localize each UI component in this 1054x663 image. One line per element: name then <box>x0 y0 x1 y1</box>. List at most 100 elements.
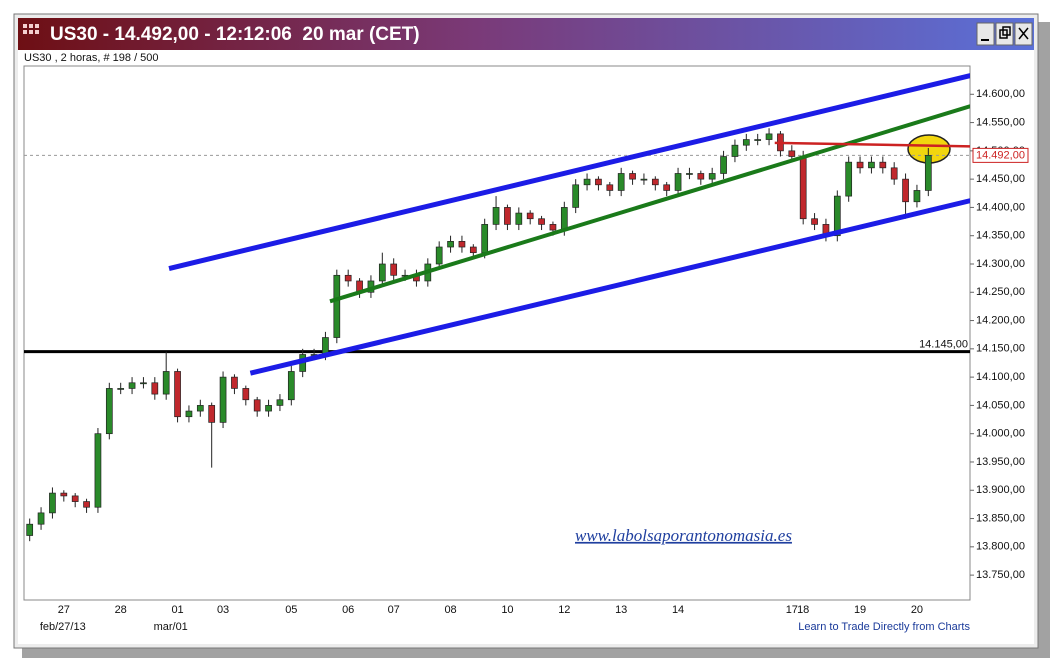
x-tick-label: 17 <box>786 604 798 616</box>
candle-body <box>720 156 727 174</box>
trend-line <box>329 104 970 304</box>
candle-body <box>686 173 693 175</box>
candle-body <box>481 224 489 254</box>
candle-body <box>469 246 477 254</box>
x-tick-label: 01 <box>171 604 183 616</box>
candle-body <box>94 433 102 508</box>
x-tick-label: 20 <box>911 604 923 616</box>
x-tick-label: 28 <box>115 604 127 616</box>
candle-body <box>117 388 125 390</box>
y-tick-label: 13.750,00 <box>976 569 1025 581</box>
candle-body <box>242 388 250 401</box>
candle-body <box>151 382 159 395</box>
candle-body <box>105 388 113 435</box>
x-tick-label: 19 <box>854 604 866 616</box>
candle-body <box>651 178 659 186</box>
candle-body <box>799 156 807 220</box>
watermark[interactable]: www.labolsaporantonomasia.es <box>575 526 792 545</box>
y-tick-label: 14.350,00 <box>976 230 1025 242</box>
x-tick-label: 12 <box>558 604 570 616</box>
date-label: mar/01 <box>154 621 188 633</box>
trend-line <box>168 73 970 271</box>
trend-line <box>774 141 970 148</box>
candle-body <box>287 371 295 401</box>
y-tick-label: 14.250,00 <box>976 286 1025 298</box>
trend-line <box>249 198 970 376</box>
level-label: 14.145,00 <box>919 339 968 351</box>
candle-body <box>697 173 705 180</box>
candle-body <box>754 139 762 141</box>
candle-body <box>83 501 90 508</box>
candle-body <box>742 139 750 146</box>
x-tick-label: 07 <box>388 604 400 616</box>
y-tick-label: 14.100,00 <box>976 371 1025 383</box>
app-icon <box>23 24 39 34</box>
plot-layer <box>24 73 970 542</box>
x-tick-label: 27 <box>58 604 70 616</box>
candle-body <box>276 399 284 406</box>
candle-body <box>71 495 79 502</box>
candle-body <box>538 218 545 225</box>
candle-body <box>435 246 443 265</box>
candle-body <box>265 405 272 412</box>
candle-body <box>140 382 147 385</box>
plot-area <box>23 65 971 601</box>
candle-body <box>378 263 386 282</box>
candle-body <box>708 173 716 180</box>
last-price-box <box>972 147 1029 163</box>
candle-body <box>583 178 591 186</box>
candle-body <box>663 184 671 191</box>
title-bar <box>18 18 1034 50</box>
candle-body <box>811 218 818 225</box>
candle-body <box>617 173 625 191</box>
y-tick-label: 13.800,00 <box>976 541 1025 553</box>
x-tick-label: 18 <box>797 604 809 616</box>
candle-body <box>322 337 329 355</box>
x-tick-label: 10 <box>501 604 513 616</box>
restore-button[interactable] <box>995 22 1014 46</box>
candle-body <box>868 161 875 169</box>
candle-body <box>26 523 34 536</box>
candle-body <box>37 512 45 525</box>
candle-body <box>629 173 636 180</box>
y-tick-label: 14.200,00 <box>976 314 1025 326</box>
candle-body <box>196 405 204 412</box>
axis-layer: 13.750,00 13.800,00 13.850,00 13.900,00 13.9… <box>40 88 1029 633</box>
candle-body <box>333 274 341 338</box>
y-tick-label: 14.000,00 <box>976 428 1025 440</box>
last-price-label: 14.492,00 <box>976 149 1025 161</box>
candle-body <box>390 263 398 276</box>
chart-subtitle: US30 , 2 horas, # 198 / 500 <box>24 52 159 64</box>
candle-body <box>492 207 500 225</box>
candle-body <box>845 161 853 197</box>
candle-body <box>924 155 932 191</box>
candle-body <box>49 492 56 514</box>
candle-body <box>219 376 227 423</box>
close-button[interactable] <box>1014 22 1033 46</box>
candle-body <box>128 382 136 389</box>
candle-body <box>890 167 898 180</box>
y-tick-label: 14.300,00 <box>976 258 1025 270</box>
candle-body <box>640 178 648 181</box>
candle-body <box>879 161 887 169</box>
candle-body <box>162 371 170 395</box>
y-tick-label: 14.600,00 <box>976 88 1025 100</box>
y-tick-label: 13.900,00 <box>976 484 1025 496</box>
minimize-button[interactable] <box>976 22 995 46</box>
footer-link[interactable]: Learn to Trade Directly from Charts <box>798 621 970 633</box>
x-tick-label: 13 <box>615 604 627 616</box>
candle-body <box>515 212 523 225</box>
x-tick-label: 06 <box>342 604 354 616</box>
candle-body <box>788 150 796 157</box>
candle-body <box>595 178 602 186</box>
candle-body <box>765 133 773 140</box>
y-tick-label: 14.550,00 <box>976 116 1025 128</box>
candle-body <box>60 492 68 497</box>
y-tick-label: 14.400,00 <box>976 201 1025 213</box>
candle-body <box>902 178 909 203</box>
candle-body <box>833 195 841 237</box>
y-tick-label: 13.850,00 <box>976 512 1025 524</box>
candle-body <box>174 371 181 418</box>
